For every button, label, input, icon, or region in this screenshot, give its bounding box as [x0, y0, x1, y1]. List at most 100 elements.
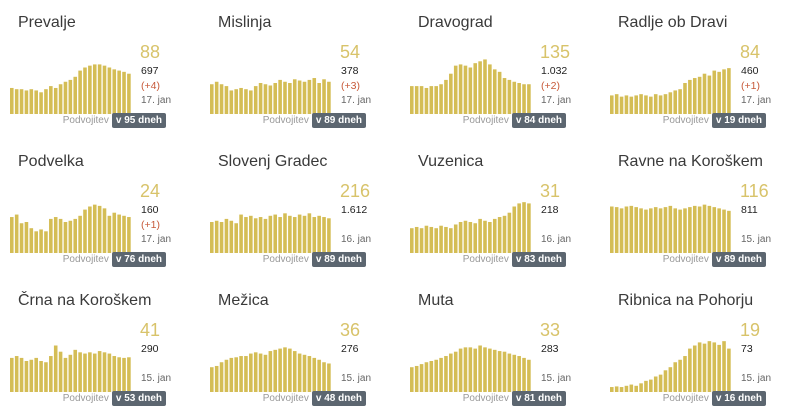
sparkline-bar [312, 78, 317, 114]
sparkline-bar [424, 362, 429, 392]
sparkline-bar [649, 208, 653, 253]
sparkline-bar [653, 207, 658, 253]
sparkline-bar [302, 354, 307, 392]
sparkline-bar [39, 92, 43, 114]
sparkline-bar [92, 353, 97, 392]
sparkline-bar [463, 347, 468, 392]
card-title: Vuzenica [418, 153, 484, 170]
sparkline-bar [497, 351, 502, 392]
sparkline-bar [419, 228, 424, 253]
sparkline-bar [229, 220, 234, 253]
total-cases: 697 [141, 65, 159, 77]
sparkline-bar [434, 86, 438, 114]
sparkline-bar [263, 218, 268, 253]
sparkline-bar [653, 376, 658, 392]
sparkline-bar [234, 223, 238, 253]
sparkline-bar [624, 95, 629, 114]
sparkline-bar [10, 357, 14, 392]
sparkline-bar [722, 209, 726, 253]
sparkline-bar [634, 95, 638, 114]
sparkline-bar [429, 86, 434, 114]
sparkline-bar [712, 70, 717, 114]
sparkline-bar [463, 220, 468, 253]
sparkline-bar [673, 208, 678, 253]
sparkline-bar [224, 359, 229, 392]
sparkline-bar [658, 95, 663, 114]
sparkline-bar [473, 63, 478, 114]
sparkline-bar [639, 94, 643, 114]
sparkline-bar [517, 83, 521, 114]
sparkline-bar [92, 204, 97, 253]
sparkline-bar [83, 353, 87, 392]
card-title: Ravne na Koroškem [618, 153, 763, 170]
sparkline-bar [278, 79, 282, 114]
sparkline-bar [683, 208, 687, 253]
doubling-label: Podvojitev [62, 393, 109, 404]
active-cases: 33 [540, 320, 561, 340]
sparkline-bar [410, 228, 414, 253]
sparkline-bar [522, 202, 526, 253]
sparkline-bar [317, 359, 321, 392]
update-date: 17. jan [141, 95, 172, 106]
sparkline-bar [39, 361, 43, 392]
sparkline-bar [468, 222, 473, 253]
sparkline-bar [512, 206, 517, 253]
sparkline-bar [14, 356, 19, 392]
update-date: 15. jan [141, 373, 172, 384]
sparkline-bar [34, 357, 38, 392]
doubling-label: Podvojitev [662, 254, 709, 265]
municipality-card: Muta 33 283 15. jan Podvojitev v 81 dneh [410, 286, 592, 416]
sparkline-bar [302, 81, 307, 114]
sparkline-bar [517, 356, 521, 392]
sparkline-bar [502, 78, 507, 114]
sparkline-bar [449, 73, 453, 114]
sparkline-bar [307, 79, 312, 114]
sparkline-bar [97, 64, 102, 114]
sparkline-bar [49, 218, 53, 253]
case-sparkline [210, 213, 331, 253]
sparkline-bar [478, 61, 482, 114]
sparkline-bar [644, 209, 648, 253]
sparkline-bar [78, 70, 82, 114]
active-cases: 84 [740, 42, 761, 62]
sparkline-bar [458, 222, 463, 253]
sparkline-bar [614, 386, 619, 392]
sparkline-bar [507, 212, 512, 253]
sparkline-bar [29, 359, 34, 392]
total-cases: 160 [141, 204, 159, 216]
sparkline-bar [663, 370, 668, 392]
active-cases: 19 [740, 320, 761, 340]
sparkline-bar [322, 362, 326, 392]
sparkline-bar [229, 90, 234, 114]
sparkline-bar [297, 214, 302, 253]
sparkline-bar [522, 357, 526, 392]
sparkline-bar [453, 351, 458, 392]
sparkline-bar [692, 78, 697, 114]
sparkline-bar [210, 222, 214, 253]
municipality-card: Črna na Koroškem 41 290 15. jan Podvojitev v … [10, 286, 192, 416]
sparkline-bar [649, 96, 653, 114]
sparkline-bar [253, 352, 258, 392]
sparkline-bar [283, 81, 287, 114]
sparkline-bar [44, 89, 48, 114]
card-title: Radlje ob Dravi [618, 14, 728, 31]
sparkline-bar [283, 213, 287, 253]
sparkline-bar [63, 81, 68, 114]
sparkline-bar [239, 214, 243, 253]
card-title: Črna na Koroškem [18, 292, 152, 309]
doubling-badge: v 19 dneh [711, 113, 766, 128]
sparkline-bar [258, 217, 263, 253]
sparkline-bar [244, 217, 248, 253]
sparkline-bar [214, 81, 219, 114]
sparkline-bar [478, 218, 482, 253]
doubling-badge: v 89 dneh [311, 252, 366, 267]
card-title: Dravograd [418, 14, 493, 31]
sparkline-bar [73, 76, 78, 114]
sparkline-bar [619, 208, 624, 253]
sparkline-bar [439, 357, 443, 392]
sparkline-bar [24, 222, 29, 253]
sparkline-bar [639, 208, 643, 253]
doubling-label: Podvojitev [462, 254, 509, 265]
sparkline-bar [492, 218, 497, 253]
sparkline-bar [492, 69, 497, 114]
